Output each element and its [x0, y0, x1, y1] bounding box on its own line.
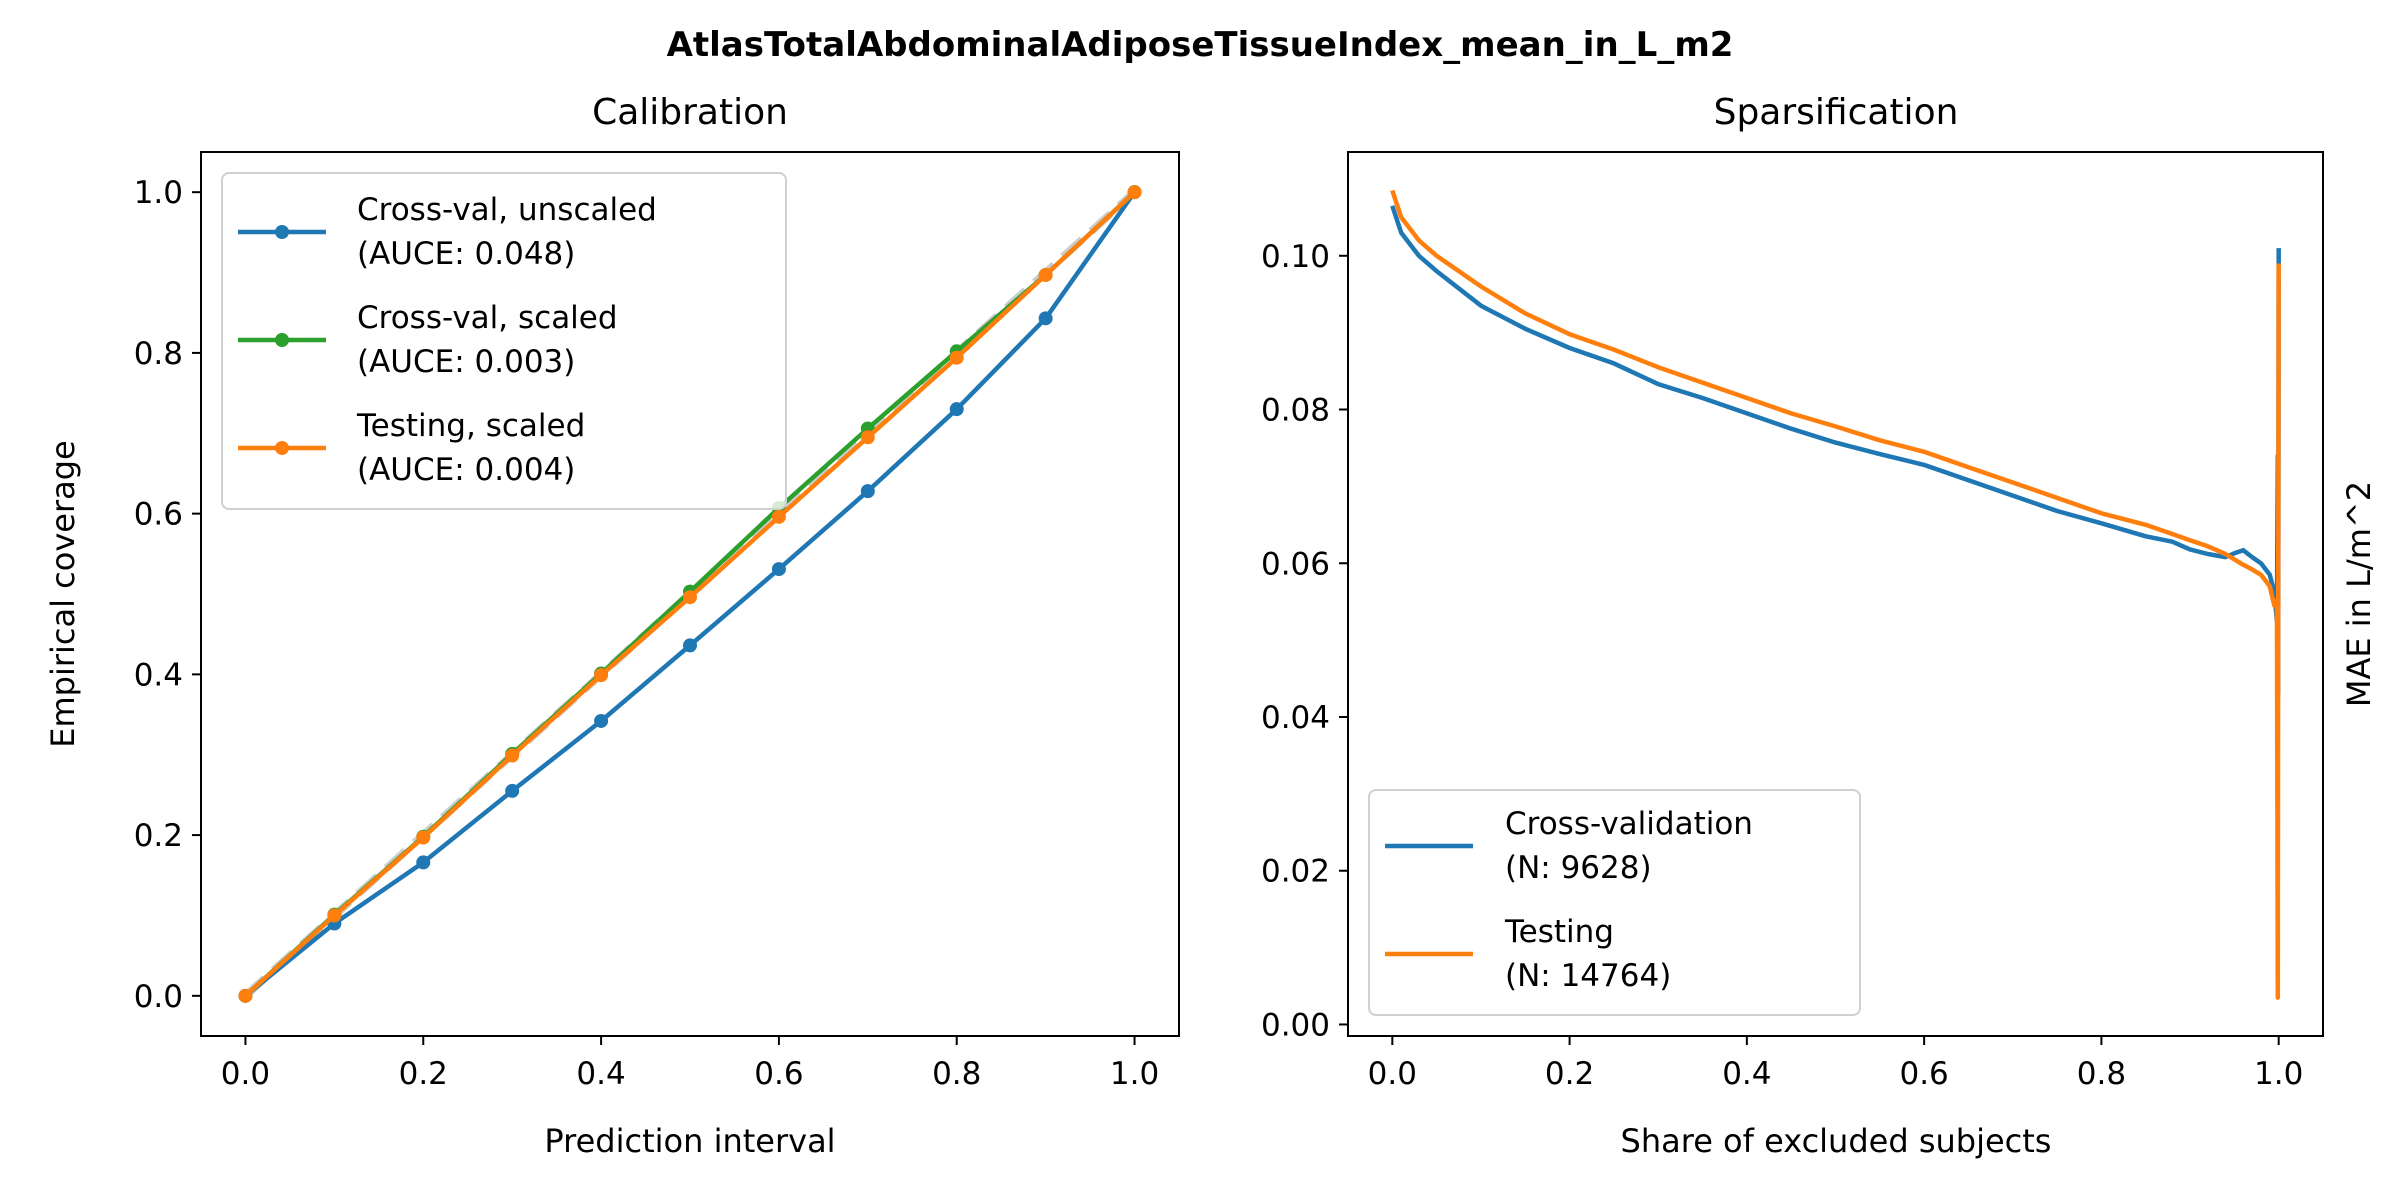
calibration-point-2 — [949, 350, 964, 365]
legend-n-cross-validation: (N: 9628) — [1505, 850, 1652, 886]
calibration-point-0 — [949, 402, 964, 417]
calibration-y-tick-label: 0.0 — [134, 979, 183, 1015]
calibration-legend-marker-1 — [275, 333, 289, 347]
sparsification-title: Sparsification — [1714, 92, 1959, 133]
calibration-panel: Calibration 0.0 0.2 0.4 0.6 0.8 1.0 0.0 0.2 0.4… — [44, 92, 1180, 1160]
sparsification-axes-frame — [1347, 151, 2324, 1037]
calibration-x-tick-label: 1.0 — [1110, 1056, 1159, 1092]
sparsification-x-tick-label: 0.8 — [2077, 1056, 2126, 1092]
calibration-point-2 — [505, 748, 520, 763]
sparsification-legend-box — [1368, 789, 1861, 1016]
calibration-x-tick-label: 0.2 — [399, 1056, 448, 1092]
legend-label-cross-validation: Cross-validation — [1505, 806, 1753, 842]
calibration-y-tick-label: 0.2 — [134, 818, 183, 854]
calibration-axes-frame — [200, 151, 1180, 1037]
legend-label-cv-unscaled: Cross-val, unscaled — [357, 192, 657, 228]
sparsification-y-tick-label: 0.08 — [1261, 393, 1330, 429]
calibration-legend-marker-0 — [275, 225, 289, 239]
sparsification-plot-area — [1390, 189, 2281, 1000]
calibration-y-tick-label: 1.0 — [134, 175, 183, 211]
legend-label-cv-scaled: Cross-val, scaled — [357, 300, 618, 336]
legend-auce-cv-scaled: (AUCE: 0.003) — [357, 344, 575, 380]
calibration-x-label: Prediction interval — [544, 1122, 835, 1160]
calibration-point-2 — [594, 668, 609, 683]
sparsification-x-tick-label: 0.0 — [1368, 1056, 1417, 1092]
calibration-point-2 — [860, 430, 875, 445]
calibration-y-label: Empirical coverage — [44, 440, 82, 747]
calibration-point-0 — [683, 638, 697, 653]
sparsification-y-tick-label: 0.10 — [1261, 239, 1330, 275]
legend-n-testing: (N: 14764) — [1505, 958, 1671, 994]
sparsification-y-tick-label: 0.06 — [1261, 546, 1330, 582]
calibration-x-tick-label: 0.4 — [576, 1056, 625, 1092]
calibration-point-2 — [1127, 185, 1142, 200]
calibration-legend-marker-2 — [275, 441, 289, 455]
figure-title: AtlasTotalAbdominalAdiposeTissueIndex_me… — [667, 25, 1734, 65]
calibration-point-2 — [683, 590, 697, 605]
calibration-y-tick-label: 0.6 — [134, 497, 183, 533]
legend-auce-cv-unscaled: (AUCE: 0.048) — [357, 236, 575, 272]
calibration-y-ticks: 0.0 0.2 0.4 0.6 0.8 1.0 — [134, 175, 201, 1015]
calibration-point-0 — [594, 713, 609, 728]
legend-label-testing-scaled: Testing, scaled — [356, 408, 585, 444]
calibration-point-0 — [860, 484, 875, 499]
calibration-x-ticks: 0.0 0.2 0.4 0.6 0.8 1.0 — [221, 1036, 1159, 1092]
calibration-plot-area — [238, 185, 1142, 1003]
sparsification-x-label: Share of excluded subjects — [1621, 1122, 2052, 1160]
legend-label-testing: Testing — [1504, 914, 1614, 950]
calibration-x-tick-label: 0.8 — [932, 1056, 981, 1092]
sparsification-x-tick-label: 0.2 — [1545, 1056, 1594, 1092]
calibration-point-0 — [505, 783, 520, 798]
sparsification-legend: Cross-validation (N: 9628) Testing (N: 1… — [1368, 789, 1861, 1016]
calibration-x-tick-label: 0.6 — [754, 1056, 803, 1092]
calibration-point-2 — [1038, 267, 1053, 282]
sparsification-x-tick-label: 1.0 — [2254, 1056, 2303, 1092]
sparsification-x-tick-label: 0.6 — [1899, 1056, 1948, 1092]
sparsification-x-tick-label: 0.4 — [1722, 1056, 1771, 1092]
sparsification-y-label: MAE in L/m^2 — [2340, 481, 2378, 707]
calibration-point-2 — [771, 509, 786, 524]
sparsification-panel: Sparsification 0.0 0.2 0.4 0.6 0.8 1.0 0.000.… — [1261, 92, 2378, 1160]
calibration-title: Calibration — [592, 92, 788, 133]
calibration-legend: Cross-val, unscaled (AUCE: 0.048) Cross-… — [221, 172, 787, 510]
calibration-point-2 — [416, 830, 431, 845]
calibration-point-2 — [327, 908, 342, 923]
legend-auce-testing-scaled: (AUCE: 0.004) — [357, 452, 575, 488]
calibration-point-0 — [416, 855, 431, 870]
calibration-y-tick-label: 0.8 — [134, 336, 183, 372]
sparsification-y-ticks: 0.00 0.02 0.04 0.06 0.08 0.10 — [1261, 239, 1348, 1043]
sparsification-series-line-1 — [1390, 189, 2281, 1000]
calibration-legend-box — [221, 172, 787, 510]
calibration-x-tick-label: 0.0 — [221, 1056, 270, 1092]
calibration-point-0 — [1038, 311, 1053, 326]
calibration-y-tick-label: 0.4 — [134, 657, 183, 693]
sparsification-series-line-0 — [1390, 205, 2281, 697]
calibration-point-2 — [238, 988, 253, 1003]
sparsification-y-tick-label: 0.04 — [1261, 700, 1330, 736]
sparsification-x-ticks: 0.0 0.2 0.4 0.6 0.8 1.0 — [1368, 1036, 2303, 1092]
sparsification-y-tick-label: 0.02 — [1261, 854, 1330, 890]
calibration-point-0 — [771, 562, 786, 577]
sparsification-y-tick-label: 0.00 — [1261, 1007, 1330, 1043]
